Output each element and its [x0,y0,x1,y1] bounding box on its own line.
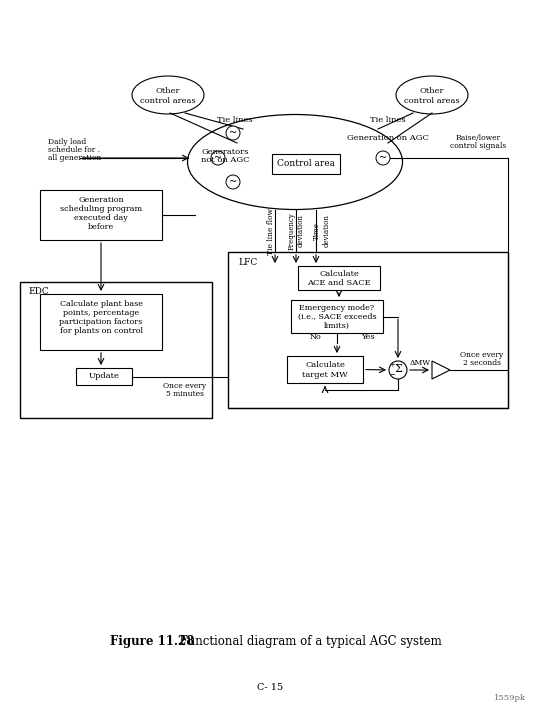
Text: Time
deviation: Time deviation [313,215,330,248]
Bar [40,190,162,240]
Text: schedule for .: schedule for . [48,146,100,154]
Bar [298,266,380,290]
Text: Other: Other [156,87,180,95]
Text: Tie lines: Tie lines [370,116,406,124]
Text: Generation on AGC: Generation on AGC [347,134,429,142]
Text: for plants on control: for plants on control [59,327,143,335]
Text: Other: Other [420,87,444,95]
Text: not on AGC: not on AGC [201,156,249,164]
Text: Generation: Generation [78,196,124,204]
Text: control areas: control areas [404,97,460,105]
Polygon shape [432,361,450,379]
Text: control signals: control signals [450,142,506,150]
Text: Calculate: Calculate [305,361,345,369]
Text: C- 15: C- 15 [257,683,283,693]
Text: 1559pk: 1559pk [494,694,526,702]
Text: Yes: Yes [361,333,375,341]
Text: Functional diagram of a typical AGC system: Functional diagram of a typical AGC syst… [172,636,442,649]
Text: scheduling program: scheduling program [60,205,142,213]
Text: Raise/lower: Raise/lower [455,134,501,142]
Text: executed day: executed day [74,214,128,222]
Bar [20,282,212,418]
Bar [228,252,508,408]
Text: target MW: target MW [302,371,348,379]
Text: control areas: control areas [140,97,196,105]
Text: ~: ~ [214,153,222,163]
Text: Figure 11.28: Figure 11.28 [110,636,194,649]
Ellipse shape [187,114,402,210]
Bar [76,368,132,385]
Text: ΔMW: ΔMW [410,359,431,367]
Text: 5 minutes: 5 minutes [166,390,204,398]
Text: Update: Update [89,372,119,380]
Text: ACE and SACE: ACE and SACE [307,279,371,287]
Ellipse shape [132,76,204,114]
Bar [291,300,383,333]
Text: Calculate: Calculate [319,270,359,278]
Circle shape [211,151,225,165]
Bar [40,294,162,350]
Text: Tie lines: Tie lines [217,116,253,124]
Text: (i.e., SACE exceeds: (i.e., SACE exceeds [298,313,376,321]
Text: No: No [310,333,322,341]
Text: Daily load: Daily load [48,138,86,146]
Text: ~: ~ [229,128,237,138]
Ellipse shape [396,76,468,114]
Text: Calculate plant base: Calculate plant base [59,300,143,308]
Text: Control area: Control area [277,158,335,168]
Text: Once every: Once every [461,351,504,359]
Circle shape [226,126,240,140]
Text: participation factors: participation factors [59,318,143,326]
Text: ~: ~ [379,153,387,163]
Text: +: + [389,361,395,369]
Text: Frequency
deviation: Frequency deviation [287,212,305,250]
Text: LFC: LFC [238,258,257,267]
Text: Emergency mode?: Emergency mode? [300,304,375,312]
Text: Σ: Σ [394,364,402,374]
Bar [272,154,340,174]
Text: all generation: all generation [48,154,102,162]
Text: limits): limits) [324,322,350,330]
Text: Generators: Generators [201,148,249,156]
Text: Once every: Once every [164,382,207,390]
Text: −: − [389,371,395,379]
Text: EDC: EDC [28,287,49,296]
Text: 2 seconds: 2 seconds [463,359,501,367]
Text: Tie line flow: Tie line flow [267,207,275,254]
Text: before: before [88,223,114,231]
Circle shape [389,361,407,379]
Circle shape [226,175,240,189]
Circle shape [376,151,390,165]
Text: ~: ~ [229,177,237,187]
Bar [287,356,363,383]
Text: points, percentage: points, percentage [63,309,139,317]
